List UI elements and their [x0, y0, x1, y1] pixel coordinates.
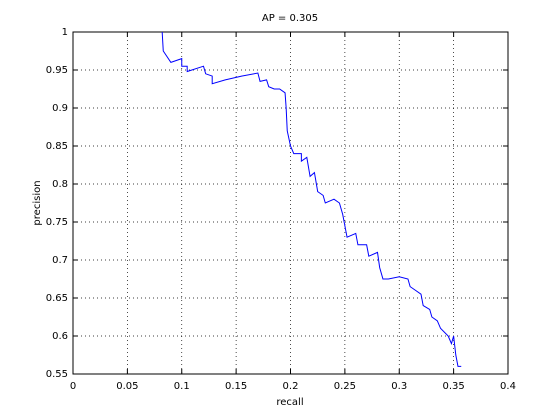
- y-tick-label: 0.6: [52, 331, 68, 342]
- y-axis-label: precision: [32, 180, 43, 225]
- pr-curve: [161, 31, 462, 367]
- y-tick-label: 0.85: [46, 141, 68, 152]
- y-tick-label: 0.9: [52, 103, 68, 114]
- x-tick-label: 0.25: [334, 381, 356, 392]
- x-tick-label: 0.1: [174, 381, 190, 392]
- x-tick-label: 0.3: [391, 381, 407, 392]
- y-tick-label: 0.95: [46, 65, 68, 76]
- y-tick-label: 0.8: [52, 179, 68, 190]
- x-axis-label: recall: [276, 397, 303, 408]
- x-tick-label: 0.4: [500, 381, 516, 392]
- x-tick-label: 0.2: [283, 381, 299, 392]
- x-tick-label: 0.35: [442, 381, 464, 392]
- x-tick-label: 0.05: [116, 381, 138, 392]
- y-tick-label: 0.65: [46, 293, 68, 304]
- y-tick-label: 0.7: [52, 255, 68, 266]
- axes-box: [72, 31, 509, 375]
- x-tick-label: 0.15: [225, 381, 247, 392]
- y-tick-label: 1: [62, 27, 68, 38]
- chart-title: AP = 0.305: [262, 13, 318, 24]
- plot-area: [73, 32, 508, 374]
- y-tick-label: 0.55: [46, 369, 68, 380]
- x-tick-label: 0: [70, 381, 76, 392]
- y-tick-label: 0.75: [46, 217, 68, 228]
